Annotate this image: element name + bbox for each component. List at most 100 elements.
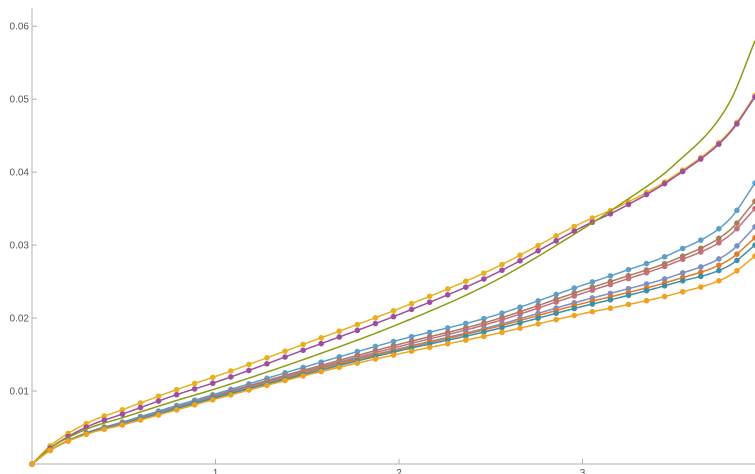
data-point	[661, 276, 668, 282]
x-tick-label: 3	[580, 468, 586, 474]
data-point	[137, 400, 144, 406]
data-point	[716, 262, 722, 269]
data-point	[716, 141, 722, 147]
data-point	[752, 253, 755, 259]
data-point	[734, 251, 740, 257]
data-point	[119, 411, 126, 417]
data-point	[354, 360, 361, 366]
data-point	[697, 269, 704, 276]
data-point	[372, 356, 379, 362]
series-group	[29, 40, 755, 467]
y-tick-label: 0.05	[10, 95, 30, 106]
data-point	[679, 245, 686, 252]
data-point	[499, 324, 505, 331]
data-point	[137, 404, 144, 411]
data-point	[499, 267, 505, 274]
data-point	[83, 431, 90, 438]
data-point	[318, 368, 325, 375]
data-point	[119, 406, 126, 413]
data-point	[589, 279, 596, 285]
data-point	[408, 333, 415, 340]
data-point	[390, 313, 397, 320]
data-point	[372, 343, 379, 350]
data-point	[697, 264, 704, 270]
data-point	[191, 402, 198, 408]
data-point	[499, 261, 505, 268]
data-point	[408, 300, 415, 307]
data-point	[752, 198, 755, 205]
data-point	[426, 299, 433, 306]
data-point	[571, 293, 578, 299]
data-point	[571, 312, 578, 319]
data-point	[209, 397, 216, 403]
data-point	[228, 392, 234, 398]
data-point	[282, 348, 288, 354]
data-point	[607, 305, 614, 312]
data-point	[734, 207, 740, 214]
series-10	[29, 253, 755, 467]
data-point	[643, 287, 650, 294]
data-point	[752, 180, 755, 186]
data-point	[643, 281, 650, 287]
data-point	[444, 325, 451, 331]
data-point	[589, 287, 596, 293]
data-point	[463, 284, 469, 290]
data-point	[553, 299, 559, 305]
y-tick-label: 0.04	[10, 168, 30, 179]
data-point	[155, 393, 162, 400]
data-point	[517, 320, 523, 326]
data-point	[372, 320, 379, 327]
data-point	[282, 377, 288, 384]
data-point	[716, 278, 722, 284]
data-point	[499, 310, 505, 316]
data-point	[390, 352, 397, 358]
data-point	[408, 348, 415, 354]
data-point	[246, 361, 252, 368]
data-point	[282, 354, 288, 360]
data-point	[463, 278, 469, 284]
data-point	[336, 334, 343, 340]
data-point	[119, 422, 126, 428]
series-3	[31, 40, 755, 465]
data-point	[481, 270, 487, 276]
data-point	[372, 314, 379, 321]
data-point	[29, 461, 35, 467]
data-point	[625, 266, 632, 273]
data-point	[679, 288, 686, 295]
data-point	[752, 94, 755, 100]
data-point	[173, 407, 180, 413]
data-point	[444, 292, 451, 298]
y-tick-label: 0.01	[10, 387, 30, 398]
data-point	[734, 220, 740, 226]
series-4	[29, 180, 755, 467]
data-point	[643, 269, 650, 276]
data-point	[661, 180, 668, 187]
axes	[31, 8, 755, 465]
data-point	[209, 374, 216, 381]
data-point	[535, 305, 541, 311]
data-point	[209, 380, 216, 387]
data-point	[553, 238, 559, 244]
data-point	[679, 256, 686, 263]
data-point	[553, 316, 559, 323]
data-point	[228, 368, 234, 374]
data-point	[661, 293, 668, 300]
data-point	[481, 333, 487, 340]
data-point	[463, 333, 469, 340]
data-point	[716, 235, 722, 242]
data-point	[300, 341, 306, 348]
data-point	[697, 273, 704, 280]
data-point	[607, 281, 614, 288]
data-point	[101, 413, 108, 419]
y-tick-label: 0.06	[10, 22, 30, 33]
data-point	[697, 284, 704, 290]
data-point	[481, 329, 487, 335]
y-tick-label: 0.02	[10, 314, 30, 325]
data-point	[571, 285, 578, 291]
data-point	[752, 205, 755, 212]
data-point	[553, 233, 559, 239]
data-point	[752, 224, 755, 230]
series-1	[29, 92, 755, 467]
data-point	[716, 240, 722, 246]
